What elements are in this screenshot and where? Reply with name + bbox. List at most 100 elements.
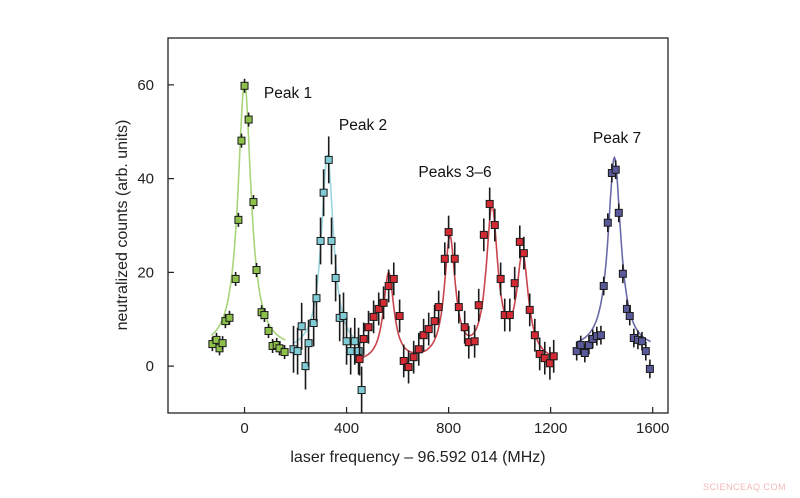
y-tick-label: 60 <box>137 77 154 94</box>
data-point <box>419 331 428 340</box>
x-tick-label: 1600 <box>636 420 669 437</box>
data-point <box>354 347 363 356</box>
data-point <box>225 313 234 322</box>
data-point <box>316 236 325 245</box>
data-point <box>540 354 549 363</box>
data-point <box>530 331 539 340</box>
data-point <box>490 221 499 230</box>
annotation-peak-7: Peak 7 <box>593 130 641 147</box>
data-point <box>414 345 423 354</box>
data-point <box>280 348 289 357</box>
data-point <box>440 254 449 263</box>
y-axis-label: neutralized counts (arb. units) <box>114 120 131 331</box>
data-point <box>357 386 366 395</box>
data-point <box>510 279 519 288</box>
data-point <box>312 294 321 303</box>
data-point <box>249 198 258 207</box>
data-point <box>485 199 494 208</box>
series-2 <box>289 136 366 414</box>
y-tick-label: 0 <box>146 358 154 375</box>
annotation-peak-1: Peak 1 <box>264 85 312 102</box>
data-point <box>331 274 340 282</box>
annotation-peaks-3-6: Peaks 3–6 <box>418 164 491 181</box>
data-point <box>395 311 404 320</box>
data-point <box>545 359 554 368</box>
data-point <box>240 81 249 90</box>
x-axis-label: laser frequency – 96.592 014 (MHz) <box>290 449 545 466</box>
data-point <box>444 228 453 237</box>
data-point <box>346 347 355 356</box>
data-point <box>364 323 373 332</box>
data-point <box>218 339 227 348</box>
series-1 <box>208 78 289 360</box>
annotation-peak-2: Peak 2 <box>339 117 387 134</box>
plot-frame <box>167 37 669 414</box>
data-point <box>599 281 608 290</box>
data-point <box>234 215 243 224</box>
data-point <box>479 230 488 239</box>
data-point <box>374 304 383 313</box>
data-point <box>342 337 351 346</box>
data-point <box>304 339 313 348</box>
data-point <box>309 319 318 327</box>
data-point <box>434 303 443 312</box>
data-point <box>474 301 483 310</box>
data-point <box>252 266 261 275</box>
data-point <box>637 337 646 346</box>
data-point <box>505 311 514 320</box>
data-point <box>580 349 589 357</box>
x-tick-label: 0 <box>240 420 248 437</box>
data-point <box>625 311 634 320</box>
data-point <box>297 322 306 331</box>
data-point <box>525 305 534 314</box>
x-tick-label: 1200 <box>534 420 567 437</box>
data-point <box>231 274 240 283</box>
data-point <box>535 349 544 358</box>
y-tick-label: 20 <box>137 264 154 281</box>
fit-curve <box>210 80 286 341</box>
data-point <box>350 337 359 346</box>
series-4 <box>572 155 654 379</box>
data-point <box>324 155 333 164</box>
data-point <box>244 115 253 124</box>
data-point <box>379 298 388 307</box>
data-point <box>450 254 459 263</box>
data-point <box>460 323 469 332</box>
data-point <box>603 218 612 227</box>
data-point <box>641 347 650 356</box>
data-point <box>576 341 585 350</box>
watermark: SCIENCEAQ.COM <box>702 482 786 492</box>
data-point <box>389 274 398 283</box>
data-point <box>355 355 364 364</box>
data-point <box>454 303 463 312</box>
data-point <box>327 236 336 245</box>
series-3 <box>355 187 558 384</box>
fit-curve <box>292 154 363 345</box>
data-point <box>237 136 246 145</box>
data-point <box>596 331 605 340</box>
data-point <box>264 326 273 335</box>
data-point <box>293 347 302 356</box>
data-point <box>611 165 620 174</box>
data-point <box>369 312 378 321</box>
data-point <box>519 249 528 258</box>
x-tick-label: 400 <box>334 420 359 437</box>
data-point <box>618 269 627 278</box>
data-point <box>260 311 269 320</box>
data-point <box>496 274 505 283</box>
x-tick-label: 800 <box>436 420 461 437</box>
data-point <box>470 337 479 346</box>
fit-curve <box>575 155 651 344</box>
data-point <box>409 353 418 362</box>
data-point <box>359 334 368 343</box>
data-point <box>515 237 524 246</box>
data-point <box>404 363 413 372</box>
y-tick-label: 40 <box>137 171 154 188</box>
data-point <box>319 188 328 197</box>
data-point <box>614 208 623 217</box>
data-point <box>549 352 558 361</box>
data-point <box>384 281 393 290</box>
data-point <box>339 311 348 320</box>
data-point <box>430 317 439 326</box>
